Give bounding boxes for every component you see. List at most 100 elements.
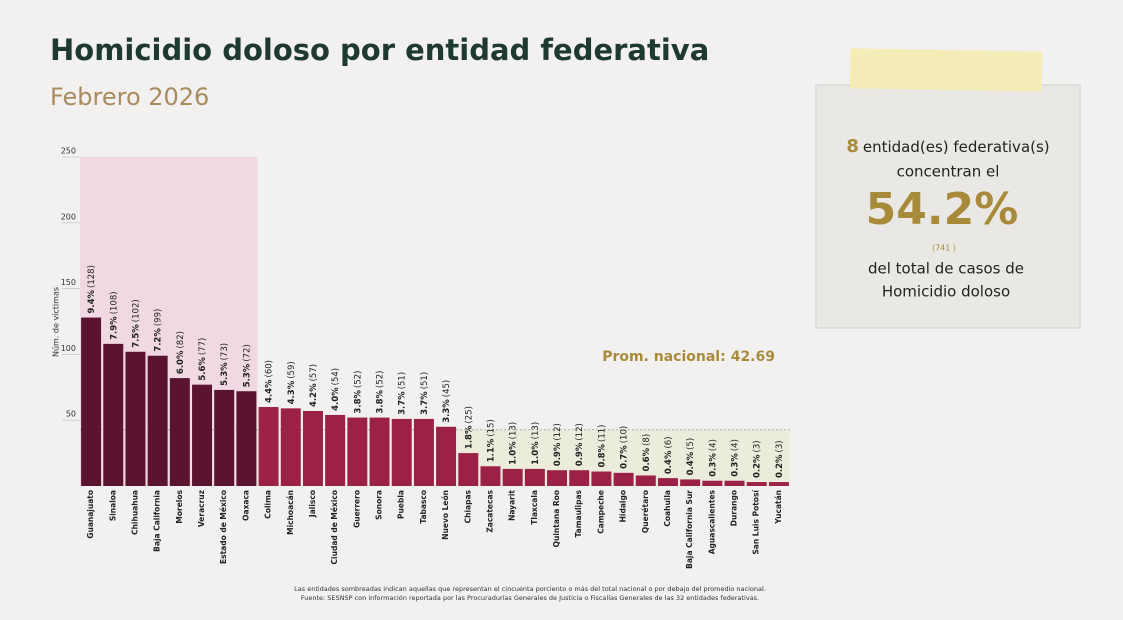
count-label: (13) — [508, 422, 518, 439]
count-label: (77) — [198, 338, 208, 355]
bar — [746, 482, 767, 486]
count-label: (13) — [530, 422, 540, 439]
count-label: (10) — [619, 426, 629, 443]
percent-label: 3.7% — [419, 391, 429, 415]
count-label: (51) — [419, 372, 429, 389]
value-label: 7.9% (108) — [109, 291, 119, 339]
count-label: (15) — [486, 419, 496, 436]
count-label: (54) — [331, 368, 341, 385]
percent-label: 9.4% — [87, 289, 97, 313]
count-label: (45) — [442, 380, 452, 397]
percent-label: 0.2% — [752, 454, 762, 478]
value-label: 0.8% (11) — [597, 424, 607, 467]
bar — [169, 378, 190, 486]
count-label: (52) — [375, 371, 385, 388]
chart-title: Homicidio doloso por entidad federativa — [50, 33, 709, 67]
value-label: 3.3% (45) — [442, 380, 452, 423]
value-label: 7.5% (102) — [131, 299, 141, 347]
value-label: 9.4%(128) — [87, 265, 97, 313]
x-tick-label: Hidalgo — [619, 490, 628, 522]
y-tick-label: 200 — [61, 212, 76, 221]
x-tick-label: Jalisco — [308, 490, 317, 518]
callout-card — [815, 84, 1081, 329]
count-label: (60) — [264, 360, 274, 377]
count-label: (82) — [175, 331, 185, 348]
percent-label: 5.6% — [198, 357, 208, 381]
count-label: (11) — [597, 424, 607, 441]
bar — [236, 391, 257, 486]
x-tick-label: San Luis Potosí — [752, 490, 761, 555]
y-axis-label: Núm. de víctimas — [52, 287, 61, 357]
value-label: 4.2% (57) — [308, 364, 318, 407]
callout-total: (741 ) — [932, 244, 956, 253]
bar — [724, 480, 745, 486]
x-tick-label: Michoacán — [286, 490, 295, 535]
percent-label: 3.7% — [397, 391, 407, 415]
x-tick-label: Baja California — [153, 490, 162, 552]
count-label: (12) — [575, 423, 585, 440]
value-label: 0.4%(5) — [686, 438, 696, 476]
percent-label: 0.4% — [663, 450, 673, 474]
x-tick-label: Baja California Sur — [685, 490, 694, 569]
count-label: (52) — [353, 371, 363, 388]
percent-label: 0.4% — [686, 451, 696, 475]
value-label: 3.8% (52) — [375, 371, 385, 414]
percent-label: 7.9% — [109, 316, 119, 340]
average-value: 42.69 — [731, 349, 775, 365]
callout-line5: Homicidio doloso — [882, 283, 1010, 301]
y-tick-label: 150 — [61, 278, 76, 287]
count-label: (57) — [308, 364, 318, 381]
y-tick-label: 100 — [61, 344, 76, 353]
footnote: Las entidades sombreadas indican aquella… — [294, 585, 766, 593]
percent-label: 5.3% — [220, 362, 230, 386]
value-label: 1.8% (25) — [464, 406, 474, 449]
x-tick-label: Yucatán — [774, 490, 783, 525]
x-tick-label: Nuevo León — [441, 490, 450, 540]
count-label: (4) — [730, 439, 740, 451]
callout-count: 8 — [846, 136, 859, 157]
callout-share: 54.2% — [866, 184, 1019, 235]
bar — [214, 389, 235, 486]
x-tick-label: Colima — [264, 490, 273, 519]
average-label-text: Prom. nacional: — [602, 349, 726, 365]
bar — [680, 479, 701, 486]
count-label: (73) — [220, 343, 230, 360]
value-label: 4.4% (60) — [264, 360, 274, 403]
x-tick-label: Zacatecas — [485, 489, 494, 532]
bar — [280, 408, 301, 486]
value-label: 6.0% (82) — [175, 331, 185, 374]
y-tick-label: 50 — [66, 410, 76, 419]
count-label: (99) — [153, 309, 163, 326]
count-label: (6) — [663, 436, 673, 448]
x-tick-label: Durango — [730, 490, 739, 526]
bar — [502, 468, 523, 486]
value-label: 1.1% (15) — [486, 419, 496, 462]
x-tick-label: Sinaloa — [108, 490, 117, 521]
value-label: 0.3% (4) — [730, 439, 740, 477]
value-label: 0.3% (4) — [708, 439, 718, 477]
percent-label: 4.4% — [264, 379, 274, 403]
count-label: (72) — [242, 344, 252, 361]
percent-label: 7.5% — [131, 324, 141, 348]
percent-label: 0.9% — [553, 442, 563, 466]
x-tick-label: Morelos — [175, 489, 184, 523]
x-tick-label: Aguascalientes — [707, 489, 716, 554]
bar — [81, 317, 102, 486]
bar — [192, 384, 213, 486]
bar — [591, 471, 612, 486]
bar — [413, 418, 434, 486]
value-label: 0.6%(8) — [641, 434, 651, 472]
x-tick-label: Tamaulipas — [574, 489, 583, 537]
bar — [569, 470, 590, 486]
count-label: (3) — [774, 440, 784, 452]
value-label: 0.2% (3) — [774, 440, 784, 478]
percent-label: 0.8% — [597, 443, 607, 467]
value-label: 1.0% (13) — [530, 422, 540, 465]
percent-label: 5.3% — [242, 363, 252, 387]
x-tick-label: Quintana Roo — [552, 490, 561, 547]
x-tick-label: Puebla — [397, 490, 406, 519]
percent-label: 0.3% — [730, 453, 740, 477]
count-label: (4) — [708, 439, 718, 451]
x-tick-label: Chihuahua — [130, 490, 139, 535]
